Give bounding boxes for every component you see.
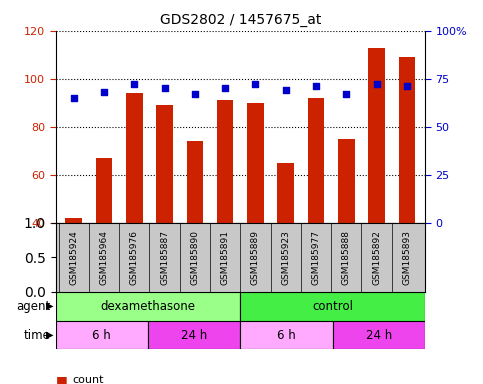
Point <box>373 81 381 88</box>
Point <box>130 81 138 88</box>
Text: control: control <box>312 300 353 313</box>
Text: GSM185889: GSM185889 <box>251 230 260 285</box>
Text: 24 h: 24 h <box>181 329 207 341</box>
Bar <box>217 100 233 319</box>
Bar <box>277 163 294 319</box>
Text: GSM185891: GSM185891 <box>221 230 229 285</box>
Bar <box>96 158 113 319</box>
Text: GSM185977: GSM185977 <box>312 230 321 285</box>
Text: GSM185924: GSM185924 <box>69 230 78 285</box>
Bar <box>338 139 355 319</box>
Text: GSM185888: GSM185888 <box>342 230 351 285</box>
Text: time: time <box>24 329 51 341</box>
Text: GSM185964: GSM185964 <box>99 230 109 285</box>
Text: 6 h: 6 h <box>277 329 296 341</box>
Text: ■: ■ <box>56 383 67 384</box>
Text: GSM185887: GSM185887 <box>160 230 169 285</box>
Point <box>312 83 320 89</box>
Point <box>403 83 411 89</box>
Text: 6 h: 6 h <box>92 329 111 341</box>
Text: GSM185890: GSM185890 <box>190 230 199 285</box>
Point <box>221 85 229 91</box>
Bar <box>126 93 142 319</box>
Point <box>100 89 108 95</box>
Bar <box>241 321 333 349</box>
Bar <box>56 292 241 321</box>
Bar <box>333 321 425 349</box>
Bar <box>65 218 82 319</box>
Text: dexamethasone: dexamethasone <box>100 300 196 313</box>
Bar <box>308 98 325 319</box>
Text: GSM185923: GSM185923 <box>281 230 290 285</box>
Bar <box>148 321 241 349</box>
Point <box>282 87 290 93</box>
Point <box>342 91 350 97</box>
Point <box>161 85 169 91</box>
Title: GDS2802 / 1457675_at: GDS2802 / 1457675_at <box>159 13 321 27</box>
Point <box>70 95 78 101</box>
Bar <box>56 321 148 349</box>
Text: ■: ■ <box>56 374 67 384</box>
Bar <box>398 57 415 319</box>
Bar <box>156 105 173 319</box>
Bar <box>368 48 385 319</box>
Text: 24 h: 24 h <box>366 329 392 341</box>
Bar <box>241 292 425 321</box>
Text: ▶: ▶ <box>45 301 53 311</box>
Bar <box>186 141 203 319</box>
Point <box>252 81 259 88</box>
Text: agent: agent <box>16 300 51 313</box>
Text: GSM185892: GSM185892 <box>372 230 381 285</box>
Text: count: count <box>72 375 104 384</box>
Text: GSM185976: GSM185976 <box>130 230 139 285</box>
Text: GSM185893: GSM185893 <box>402 230 412 285</box>
Point <box>191 91 199 97</box>
Bar <box>247 103 264 319</box>
Text: ▶: ▶ <box>45 330 53 340</box>
